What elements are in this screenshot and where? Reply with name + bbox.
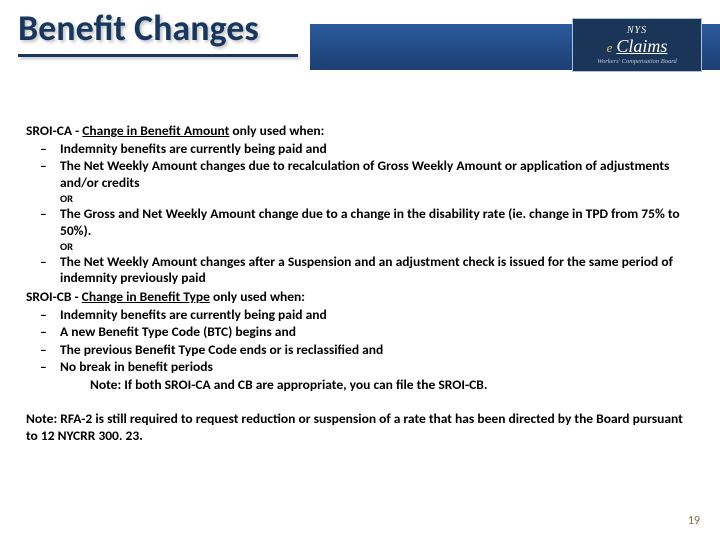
slide-header: Benefit Changes NYS e Claims Workers' Co…: [0, 0, 720, 78]
page-number: 19: [688, 514, 700, 528]
section-b-intro: SROI-CB - Change in Benefit Type only us…: [26, 288, 694, 305]
logo-sub: Workers' Compensation Board: [597, 58, 677, 65]
section-a-prefix: SROI-CA -: [26, 122, 82, 139]
section-b-underline: Change in Benefit Type: [82, 288, 210, 305]
list-item: Indemnity benefits are currently being p…: [60, 307, 694, 323]
section-b-prefix: SROI-CB -: [26, 288, 82, 305]
or-separator: OR: [26, 240, 694, 254]
footnote: Note: RFA-2 is still required to request…: [26, 411, 694, 444]
title-underline: [18, 54, 298, 57]
section-a-list-3: The Net Weekly Amount changes after a Su…: [26, 254, 694, 287]
section-b-note: Note: If both SROI-CA and CB are appropr…: [26, 376, 694, 393]
list-item: Indemnity benefits are currently being p…: [60, 141, 694, 157]
list-item: The Net Weekly Amount changes due to rec…: [60, 158, 694, 191]
section-b-suffix: only used when:: [210, 288, 305, 305]
section-a-list: Indemnity benefits are currently being p…: [26, 141, 694, 191]
eclaims-logo: NYS e Claims Workers' Compensation Board: [572, 18, 702, 72]
list-item: The Gross and Net Weekly Amount change d…: [60, 206, 694, 239]
section-b-list: Indemnity benefits are currently being p…: [26, 307, 694, 376]
logo-claims: Claims: [616, 36, 667, 57]
page-title: Benefit Changes: [18, 6, 259, 50]
or-separator: OR: [26, 192, 694, 206]
list-item: The previous Benefit Type Code ends or i…: [60, 342, 694, 358]
list-item: The Net Weekly Amount changes after a Su…: [60, 254, 694, 287]
logo-e: e: [607, 40, 613, 56]
section-a-intro: SROI-CA - Change in Benefit Amount only …: [26, 122, 694, 139]
logo-nys: NYS: [627, 25, 647, 36]
list-item: A new Benefit Type Code (BTC) begins and: [60, 324, 694, 340]
slide-content: SROI-CA - Change in Benefit Amount only …: [0, 78, 720, 444]
section-a-list-2: The Gross and Net Weekly Amount change d…: [26, 206, 694, 239]
section-a-underline: Change in Benefit Amount: [82, 122, 229, 139]
list-item: No break in benefit periods: [60, 359, 694, 375]
section-a-suffix: only used when:: [229, 122, 324, 139]
logo-mid: e Claims: [607, 36, 668, 57]
